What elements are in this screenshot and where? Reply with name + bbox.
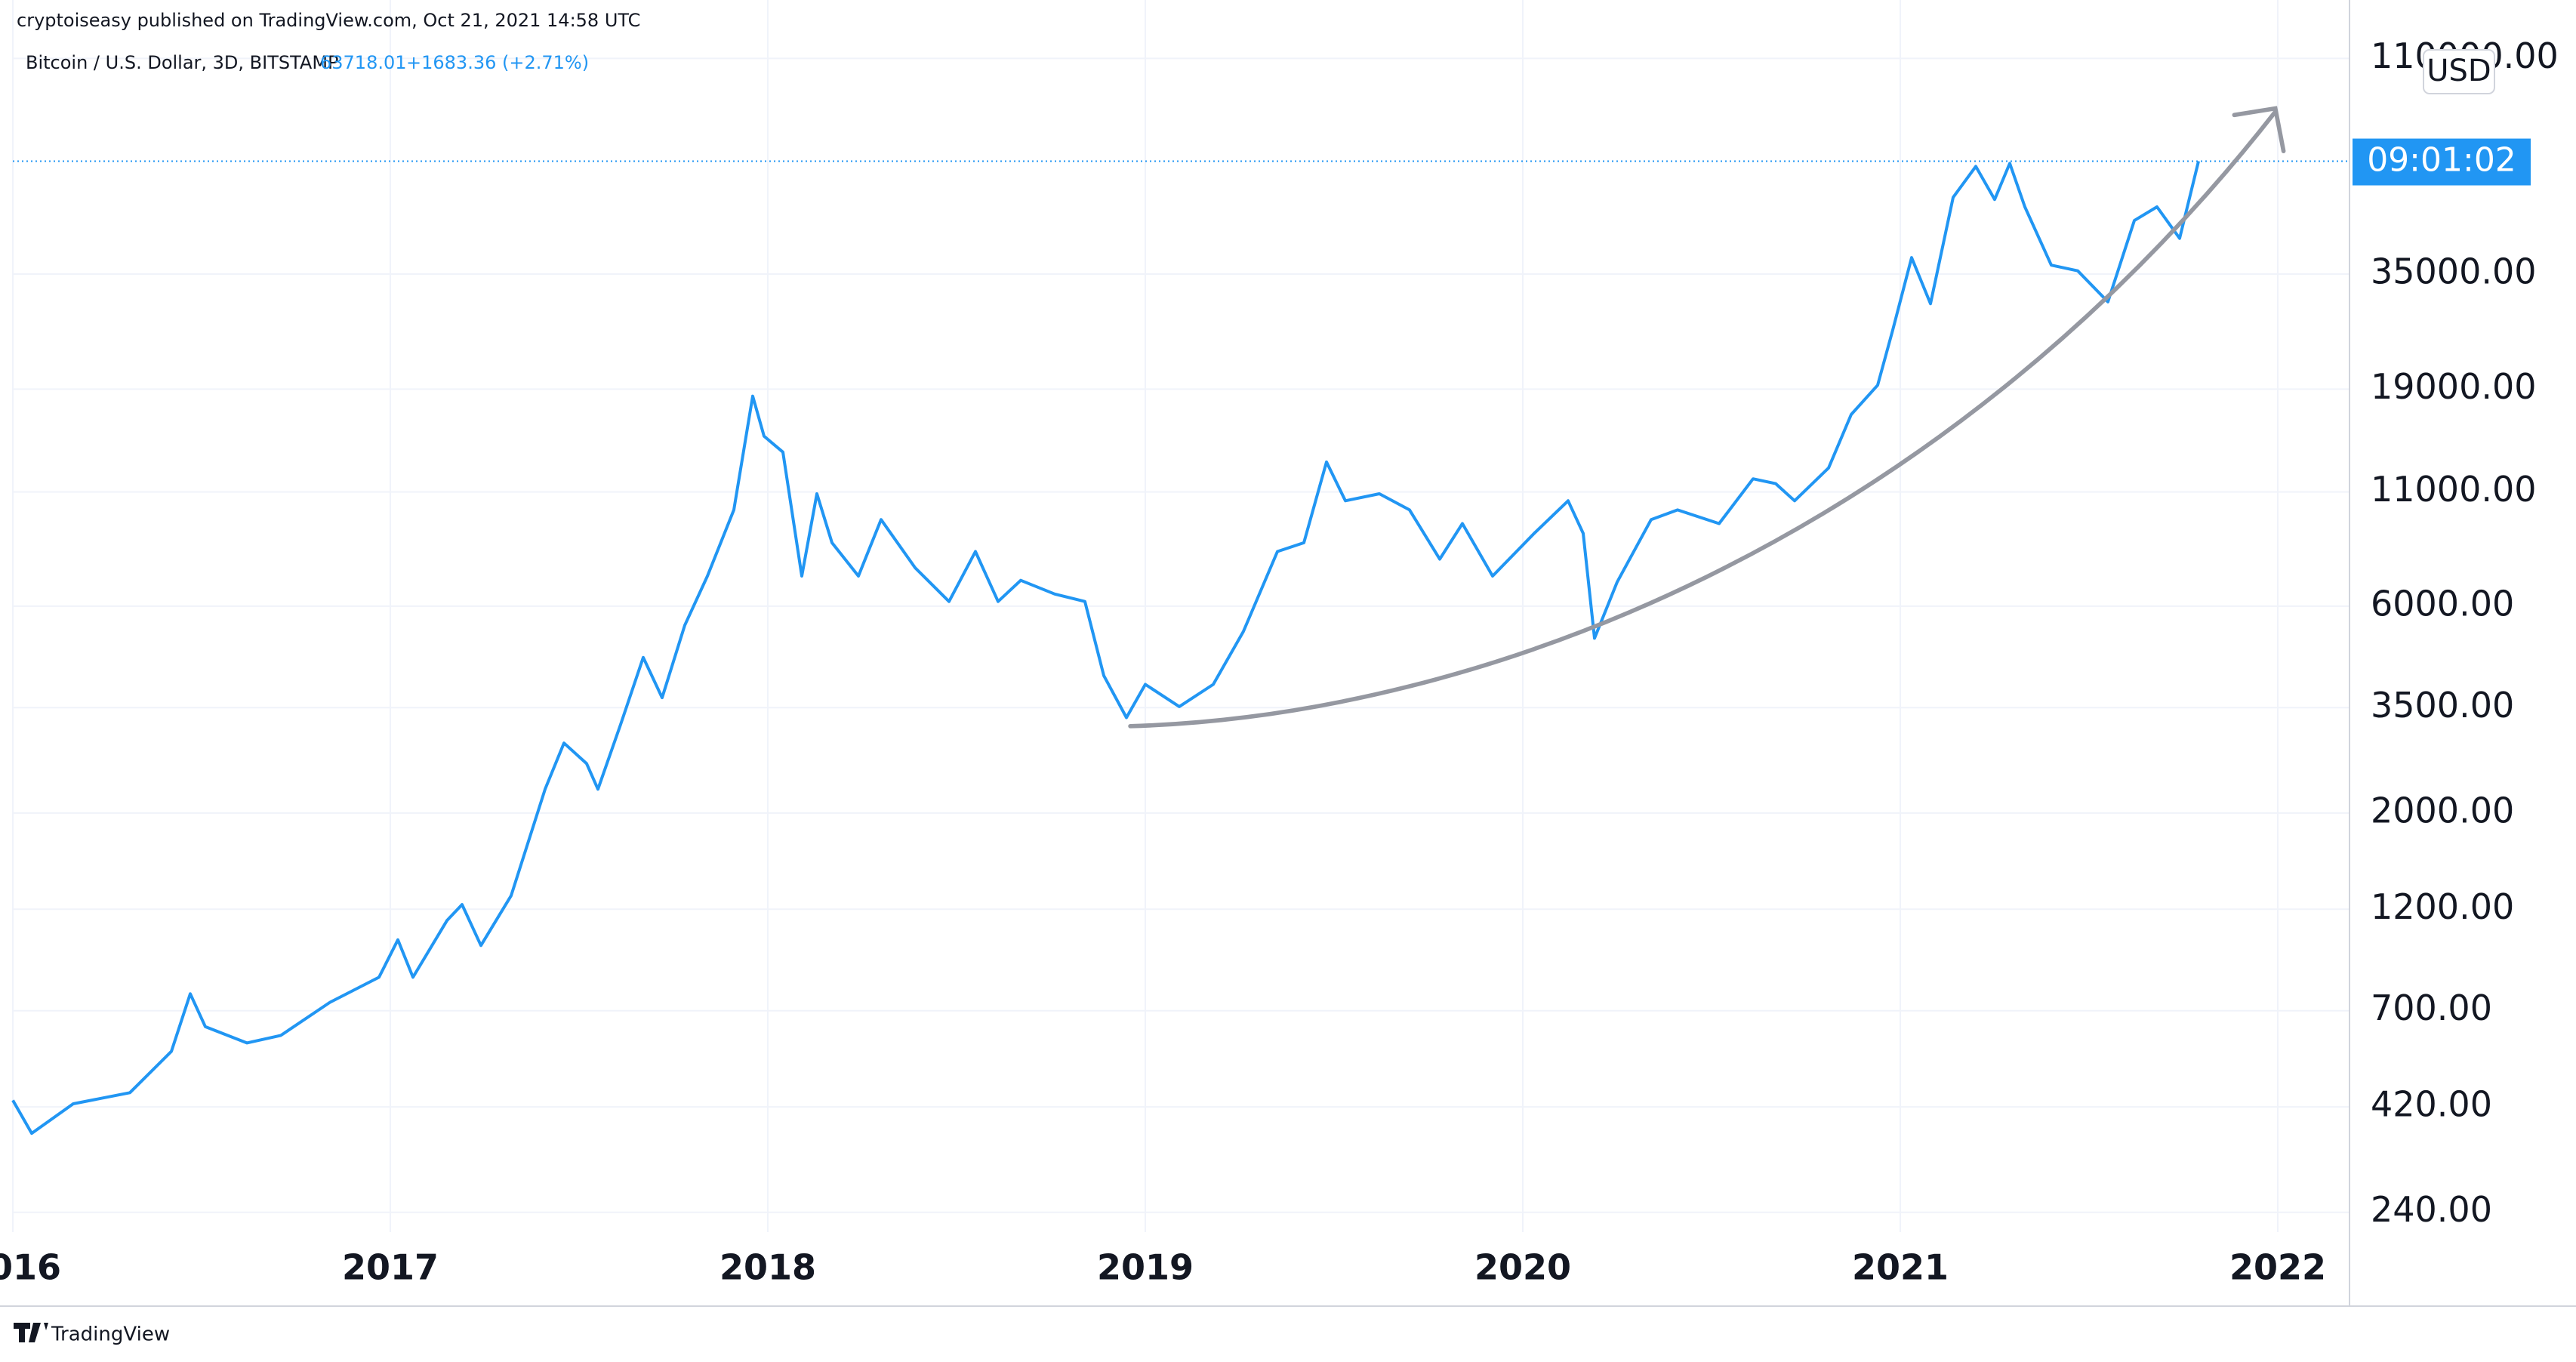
y-tick-label: 19000.00	[2371, 366, 2537, 407]
y-tick-label: 35000.00	[2371, 251, 2537, 291]
arrow-head	[2232, 106, 2286, 154]
usd-badge[interactable]: USD	[2423, 49, 2495, 94]
y-tick-label: 3500.00	[2371, 685, 2514, 726]
y-tick-label: 700.00	[2371, 988, 2492, 1028]
plot	[11, 160, 2350, 1136]
usd-label[interactable]: USD	[2427, 54, 2491, 88]
trend-curve	[1128, 109, 2278, 729]
footer-brand: TradingView	[51, 1323, 170, 1346]
x-tick-label: 2021	[1852, 1247, 1949, 1288]
x-tick-label: 2019	[1097, 1247, 1194, 1288]
footer: TradingView	[14, 1323, 170, 1346]
last-price: 63718.01	[320, 52, 407, 73]
y-tick-label: 240.00	[2371, 1189, 2492, 1230]
axes: 2016 2017 2018 2019 2020 2021 2022 240.00 420.00…	[0, 35, 2559, 1288]
x-tick-label: 2020	[1474, 1247, 1571, 1288]
x-tick-label: 2022	[2229, 1247, 2326, 1288]
y-tick-label: 6000.00	[2371, 583, 2514, 624]
price-line	[11, 161, 2200, 1136]
y-tick-label: 420.00	[2371, 1084, 2492, 1125]
tv-logo	[14, 1323, 48, 1342]
x-tick-label: 2017	[342, 1247, 439, 1288]
publisher: cryptoiseasy published on TradingView.co…	[17, 10, 640, 31]
countdown-box	[2353, 138, 2531, 186]
y-tick-label: 2000.00	[2371, 790, 2514, 830]
x-tick-label: 2018	[719, 1247, 816, 1288]
x-tick-label: 2016	[0, 1247, 61, 1288]
usd-badge-box[interactable]	[2423, 49, 2495, 94]
y-tick-label: 1200.00	[2371, 886, 2514, 927]
trend-arrow	[1128, 106, 2286, 729]
price-change: +1683.36 (+2.71%)	[406, 52, 589, 73]
symbol-title: Bitcoin / U.S. Dollar, 3D, BITSTAMP	[26, 52, 339, 73]
y-tick-label: 11000.00	[2371, 469, 2537, 510]
countdown-label: 09:01:02	[2367, 141, 2516, 180]
grid	[12, 0, 2350, 1232]
